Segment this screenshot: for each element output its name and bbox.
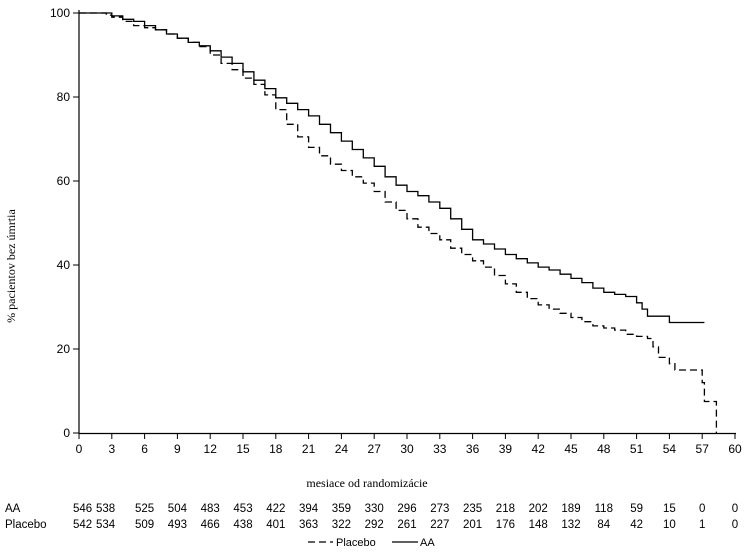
x-axis-ticks: 0 3 6 9 12 15 18 21 24 27 30 33 36 39 42 45 48 51 54 57 60 [76, 433, 742, 456]
risk-count: 542 [73, 519, 92, 531]
chart-axes [78, 10, 736, 435]
risk-row-label: AA [5, 503, 21, 515]
risk-count: 0 [732, 503, 738, 515]
y-tick-label: 0 [63, 426, 70, 440]
x-tick-label: 51 [630, 442, 644, 456]
risk-count: 466 [201, 519, 220, 531]
x-tick-label: 60 [728, 442, 742, 456]
risk-count: 493 [168, 519, 187, 531]
risk-count: 438 [233, 519, 252, 531]
risk-count: 292 [365, 519, 384, 531]
risk-count: 525 [135, 503, 154, 515]
legend: Placebo AA [308, 537, 435, 549]
risk-count: 189 [561, 503, 580, 515]
x-tick-label: 18 [269, 442, 283, 456]
x-tick-label: 9 [174, 442, 181, 456]
risk-count: 330 [365, 503, 384, 515]
x-tick-label: 27 [368, 442, 382, 456]
series-line-aa [79, 12, 705, 324]
y-tick-label: 60 [57, 174, 71, 188]
x-tick-label: 42 [532, 442, 546, 456]
risk-count: 118 [595, 503, 613, 515]
y-axis-label: % pacientov bez úmrtia [4, 209, 18, 323]
x-tick-label: 30 [400, 442, 414, 456]
x-tick-label: 54 [663, 442, 677, 456]
risk-count: 538 [96, 503, 115, 515]
x-tick-label: 3 [108, 442, 115, 456]
risk-count: 59 [630, 503, 643, 515]
y-axis-ticks: 0 20 40 60 80 100 [50, 6, 79, 440]
risk-count: 201 [463, 519, 482, 531]
x-tick-label: 36 [466, 442, 480, 456]
risk-count: 483 [201, 503, 220, 515]
x-tick-label: 0 [76, 442, 83, 456]
risk-count: 148 [529, 519, 548, 531]
x-tick-label: 21 [302, 442, 316, 456]
x-tick-label: 6 [141, 442, 148, 456]
risk-count: 42 [630, 519, 643, 531]
risk-count: 296 [397, 503, 416, 515]
risk-count: 363 [299, 519, 318, 531]
risk-count: 546 [73, 503, 92, 515]
risk-count: 509 [135, 519, 154, 531]
y-tick-label: 40 [57, 258, 71, 272]
risk-count: 227 [430, 519, 449, 531]
x-tick-label: 12 [204, 442, 218, 456]
y-tick-label: 80 [57, 90, 71, 104]
risk-count: 401 [266, 519, 285, 531]
x-tick-label: 33 [433, 442, 447, 456]
risk-count: 453 [233, 503, 252, 515]
risk-count: 132 [561, 519, 580, 531]
risk-count: 0 [732, 519, 738, 531]
risk-count: 534 [96, 519, 116, 531]
risk-count: 10 [663, 519, 676, 531]
y-tick-label: 20 [57, 342, 71, 356]
x-tick-label: 57 [696, 442, 710, 456]
x-tick-label: 24 [335, 442, 349, 456]
x-tick-label: 45 [564, 442, 578, 456]
risk-count: 235 [463, 503, 482, 515]
risk-count: 176 [496, 519, 515, 531]
risk-table: AA 546 538 525 504 483 453 422 394 359 330 296 273 23… [5, 503, 738, 531]
legend-label-placebo: Placebo [336, 537, 376, 549]
risk-count: 359 [332, 503, 351, 515]
risk-count: 1 [699, 519, 705, 531]
x-axis-label: mesiace od randomizácie [306, 476, 427, 490]
risk-count: 0 [699, 503, 705, 515]
series-layer [79, 12, 718, 433]
x-tick-label: 39 [499, 442, 513, 456]
x-tick-label: 15 [236, 442, 250, 456]
x-tick-label: 48 [597, 442, 611, 456]
risk-count: 322 [332, 519, 351, 531]
risk-count: 422 [266, 503, 285, 515]
risk-count: 273 [430, 503, 449, 515]
risk-count: 202 [529, 503, 548, 515]
risk-row-label: Placebo [5, 519, 47, 531]
risk-count: 84 [597, 519, 610, 531]
series-line-placebo [79, 12, 718, 433]
risk-count: 15 [663, 503, 676, 515]
y-tick-label: 100 [50, 6, 70, 20]
risk-count: 504 [168, 503, 188, 515]
risk-count: 261 [397, 519, 416, 531]
risk-count: 218 [496, 503, 515, 515]
risk-count: 394 [299, 503, 319, 515]
legend-label-aa: AA [420, 537, 435, 549]
